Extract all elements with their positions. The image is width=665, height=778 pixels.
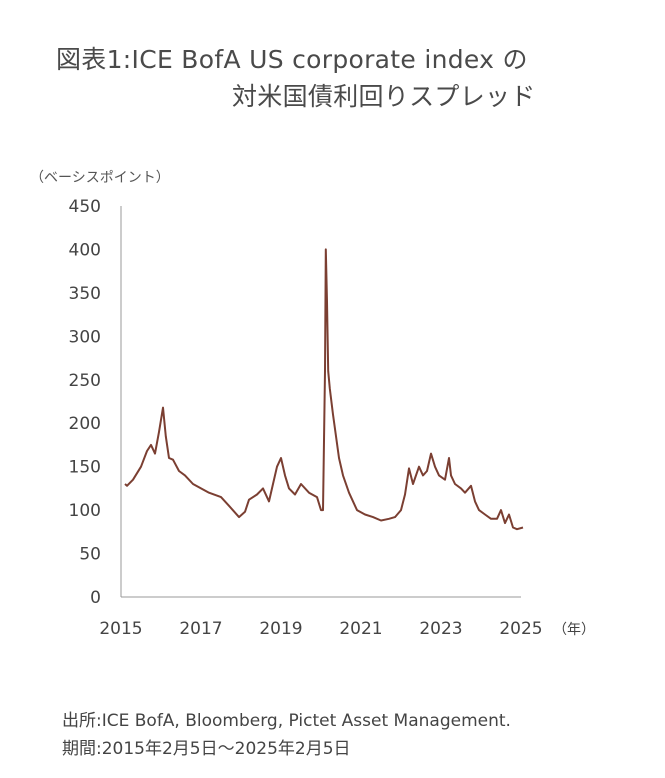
source-note: 出所:ICE BofA, Bloomberg, Pictet Asset Man… [62, 711, 511, 731]
chart-title-line2: 対米国債利回りスプレッド [232, 82, 536, 111]
y-tick-label: 0 [90, 588, 101, 608]
y-tick-label: 100 [69, 501, 101, 521]
y-axis-unit-label: （ベーシスポイント） [30, 170, 170, 186]
y-tick-labels: 0 50 100 150 200 250 300 350 400 450 [69, 197, 101, 608]
y-tick-label: 300 [69, 327, 101, 347]
chart-title-line1: 図表1:ICE BofA US corporate index の [56, 45, 528, 74]
period-note: 期間:2015年2月5日～2025年2月5日 [62, 739, 351, 759]
spread-line-chart: 0 50 100 150 200 250 300 350 400 450 2015 2017 2019… [69, 197, 595, 639]
spread-series-line [124, 248, 524, 531]
y-tick-label: 150 [69, 458, 101, 478]
x-tick-label: 2025 [499, 619, 542, 639]
x-tick-label: 2019 [259, 619, 302, 639]
x-tick-label: 2015 [99, 619, 142, 639]
y-tick-label: 50 [79, 545, 101, 565]
x-tick-label: 2023 [419, 619, 462, 639]
y-tick-label: 350 [69, 284, 101, 304]
y-tick-label: 250 [69, 371, 101, 391]
x-tick-labels: 2015 2017 2019 2021 2023 2025 [99, 619, 542, 639]
x-axis-unit-label: （年） [553, 622, 595, 638]
x-tick-label: 2017 [179, 619, 222, 639]
y-tick-label: 450 [69, 197, 101, 217]
x-tick-label: 2021 [339, 619, 382, 639]
y-tick-label: 200 [69, 414, 101, 434]
y-tick-label: 400 [69, 240, 101, 260]
